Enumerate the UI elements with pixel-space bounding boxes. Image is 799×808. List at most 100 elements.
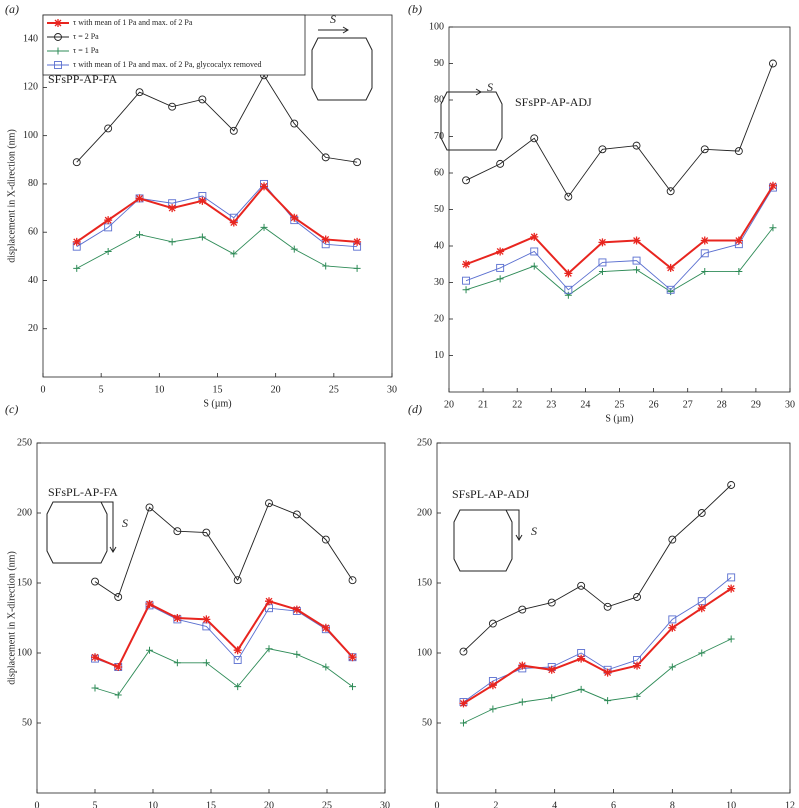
marker <box>146 646 154 654</box>
marker <box>598 268 606 276</box>
marker <box>321 235 330 244</box>
x-axis-label: S (µm) <box>203 398 231 409</box>
marker <box>489 705 497 713</box>
x-tick-label: 6 <box>611 800 616 808</box>
marker <box>530 232 539 241</box>
marker <box>322 262 330 270</box>
series-line <box>463 638 732 724</box>
annotation: SFsPP-AP-ADJ <box>515 95 592 109</box>
annotation: SFsPL-AP-FA <box>48 485 118 499</box>
marker <box>459 719 467 727</box>
x-tick-label: 25 <box>329 384 339 395</box>
marker <box>700 145 709 154</box>
legend-label: τ = 2 Pa <box>73 32 99 41</box>
plot-frame <box>448 26 791 393</box>
series-line <box>465 185 774 275</box>
y-tick-label: 10 <box>434 350 444 361</box>
marker <box>173 659 181 667</box>
series-line <box>76 184 358 243</box>
marker <box>114 691 122 699</box>
panel-label: (c) <box>5 402 18 416</box>
marker <box>564 285 573 294</box>
y-tick-label: 200 <box>17 507 32 518</box>
legend-label: τ with mean of 1 Pa and max. of 2 Pa, gl… <box>73 60 262 69</box>
y-tick-label: 100 <box>417 647 432 658</box>
series-line <box>94 502 353 598</box>
x-tick-label: 2 <box>493 800 498 808</box>
annotation: SFsPL-AP-ADJ <box>452 487 530 501</box>
marker <box>701 268 709 276</box>
marker <box>168 238 176 246</box>
legend-marker <box>54 33 62 41</box>
marker <box>666 187 675 196</box>
marker <box>633 692 641 700</box>
marker <box>518 698 526 706</box>
x-tick-label: 22 <box>512 399 522 410</box>
x-tick-label: 20 <box>444 399 454 410</box>
x-tick-label: 12 <box>785 800 795 808</box>
marker <box>230 250 238 258</box>
x-tick-label: 5 <box>99 384 104 395</box>
series-line <box>76 74 358 163</box>
marker <box>727 635 735 643</box>
panel-label: (d) <box>408 402 422 416</box>
marker <box>72 158 81 167</box>
x-tick-label: 28 <box>717 399 727 410</box>
marker <box>229 126 238 135</box>
marker <box>734 147 743 156</box>
marker <box>198 233 206 241</box>
marker <box>577 654 586 663</box>
marker <box>462 260 471 269</box>
marker <box>265 645 273 653</box>
marker <box>168 102 177 111</box>
series-line <box>76 183 358 248</box>
marker <box>598 145 607 154</box>
marker <box>292 605 301 614</box>
marker <box>114 663 123 671</box>
marker <box>290 213 299 222</box>
y-tick-label: 80 <box>434 94 444 105</box>
marker <box>459 647 468 656</box>
marker <box>598 238 607 247</box>
marker <box>632 256 641 265</box>
marker <box>462 276 470 285</box>
y-tick-label: 250 <box>17 437 32 448</box>
marker <box>666 285 675 294</box>
y-tick-label: 40 <box>434 240 444 251</box>
y-tick-label: 80 <box>28 178 38 189</box>
marker <box>198 196 207 205</box>
x-tick-label: 26 <box>649 399 659 410</box>
marker <box>290 245 298 253</box>
marker <box>349 683 357 691</box>
y-tick-label: 60 <box>28 226 38 237</box>
marker <box>598 258 607 267</box>
x-tick-label: 15 <box>213 384 223 395</box>
y-tick-label: 120 <box>23 82 38 93</box>
marker <box>104 216 113 225</box>
x-tick-label: 23 <box>546 399 556 410</box>
marker <box>260 182 269 191</box>
series-line <box>465 187 774 291</box>
y-tick-label: 50 <box>22 717 32 728</box>
marker <box>727 584 736 593</box>
marker <box>462 176 470 185</box>
marker <box>260 223 268 231</box>
diagram-label: S <box>531 524 537 538</box>
x-tick-label: 0 <box>35 800 40 808</box>
marker <box>353 264 361 272</box>
legend-marker <box>54 19 62 27</box>
marker <box>668 615 677 624</box>
marker <box>91 653 99 662</box>
marker <box>666 263 675 272</box>
marker <box>229 218 238 227</box>
x-tick-label: 8 <box>670 800 675 808</box>
y-axis-label: displacement in X-direction (nm) <box>6 129 17 263</box>
marker <box>114 593 123 601</box>
marker <box>530 134 539 143</box>
marker <box>459 699 468 708</box>
schematic <box>46 26 523 572</box>
x-tick-label: 0 <box>435 800 440 808</box>
x-tick-label: 21 <box>478 399 488 410</box>
marker <box>577 581 586 590</box>
x-tick-label: 25 <box>615 399 625 410</box>
